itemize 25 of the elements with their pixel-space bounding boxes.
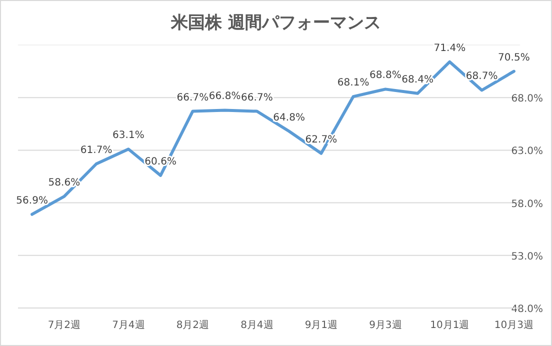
- data-label: 66.8%: [208, 91, 241, 102]
- x-tick-label: 10月3週: [494, 320, 534, 331]
- chart-title: 米国株 週間パフォーマンス: [170, 13, 381, 33]
- data-label: 63.1%: [112, 130, 144, 142]
- x-tick-label: 10月1週: [430, 320, 470, 331]
- y-tick-label: 63.0%: [511, 146, 543, 158]
- data-label: 56.9%: [16, 195, 48, 206]
- data-label: 68.1%: [337, 78, 370, 89]
- y-tick-label: 48.0%: [511, 304, 543, 315]
- data-label: 71.4%: [434, 42, 466, 54]
- data-label: 61.7%: [80, 144, 112, 156]
- x-tick-label: 9月1週: [304, 320, 338, 331]
- data-label: 70.5%: [498, 52, 530, 64]
- data-label: 64.8%: [273, 112, 305, 124]
- x-tick-label: 9月3週: [369, 320, 402, 331]
- x-tick-label: 7月2週: [48, 320, 81, 331]
- y-tick-label: 53.0%: [511, 251, 543, 262]
- x-tick-label: 8月2週: [176, 320, 210, 331]
- x-tick-label: 8月4週: [240, 320, 274, 331]
- y-tick-label: 58.0%: [511, 198, 543, 210]
- y-tick-label: 68.0%: [511, 94, 543, 105]
- x-tick-label: 7月4週: [112, 320, 145, 331]
- data-label: 68.8%: [370, 70, 402, 82]
- data-label: 66.7%: [176, 92, 209, 104]
- data-label: 66.7%: [241, 92, 273, 104]
